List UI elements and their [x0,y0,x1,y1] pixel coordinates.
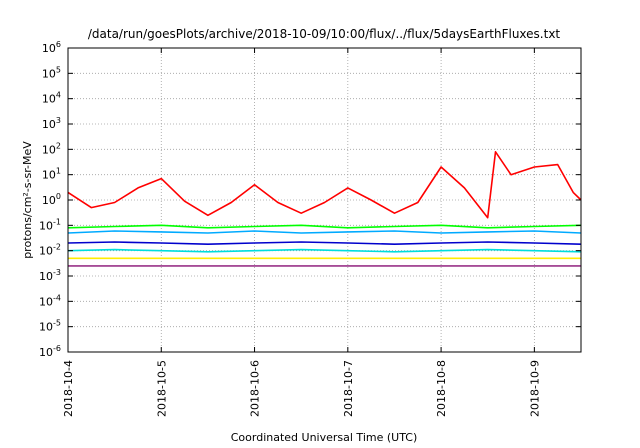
x-tick-label: 2018-10-9 [528,360,541,417]
x-tick-label: 2018-10-8 [435,360,448,417]
y-tick-label: 103 [42,116,61,131]
chart-title: /data/run/goesPlots/archive/2018-10-09/1… [88,27,561,41]
x-tick-label: 2018-10-4 [62,360,75,417]
series-line [67,230,582,234]
y-tick-label: 101 [42,167,61,182]
series-lines [67,151,582,267]
series-line [67,224,582,229]
x-axis-label: Coordinated Universal Time (UTC) [231,431,418,444]
x-tick-label: 2018-10-7 [342,360,355,417]
y-tick-label: 100 [42,192,61,207]
series-line [67,151,582,219]
y-tick-label: 10-3 [39,268,61,283]
y-tick-label: 10-6 [39,344,61,359]
y-tick-label: 105 [42,65,61,80]
x-tick-label: 2018-10-6 [249,360,262,417]
y-tick-label: 10-5 [39,319,61,334]
x-axis-ticks: 2018-10-4 2018-10-5 2018-10-6 2018-10-7 2018… [62,48,541,417]
y-tick-label: 10-1 [39,217,61,232]
x-tick-label: 2018-10-5 [155,360,168,417]
grid-lines [67,47,581,353]
series-line [67,241,582,245]
y-tick-label: 10-2 [39,243,61,258]
y-tick-label: 10-4 [39,293,61,308]
series-line [67,248,582,253]
y-tick-label: 102 [42,141,61,156]
y-tick-label: 104 [42,91,61,106]
y-tick-label: 106 [42,40,61,55]
y-axis-label: protons/cm²-s-sr-MeV [21,141,34,259]
plot-frame [67,47,582,353]
